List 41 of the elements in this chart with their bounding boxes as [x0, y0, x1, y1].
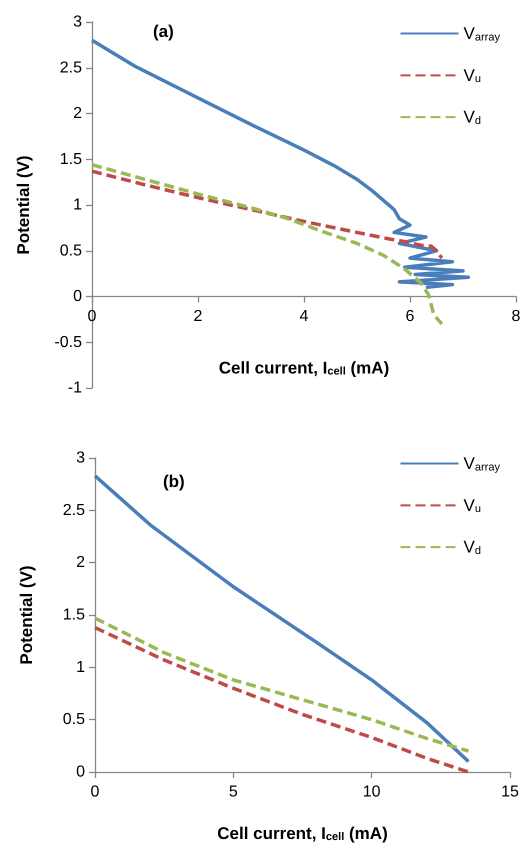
x-axis-title: Cell current, Icell (mA) — [218, 358, 390, 378]
y-tick-label: 2.5 — [60, 59, 82, 76]
y-tick-label: -0.5 — [54, 334, 82, 351]
text: (b) — [163, 472, 185, 491]
y-axis-title: Potential (V) — [17, 565, 36, 665]
x-tick-label: 8 — [512, 308, 521, 325]
legend-label: Varray — [463, 454, 500, 474]
y-tick-label: 1.5 — [60, 150, 82, 168]
y-tick-label: 0.5 — [60, 242, 82, 260]
y-tick-label: 0 — [73, 288, 82, 305]
y-axis-title: Potential (V) — [14, 155, 33, 255]
y-tick-label: 0.5 — [62, 711, 86, 728]
x-axis-title: Cell current, Icell (mA) — [217, 824, 388, 844]
y-tick-label: 2 — [73, 105, 82, 122]
legend-label: Vd — [463, 538, 481, 557]
chart-title: (a) — [153, 22, 174, 41]
y-tick-label: 1.5 — [62, 606, 86, 624]
line-series — [93, 626, 470, 774]
y-tick-label: 1 — [76, 658, 86, 676]
x-tick-label: 15 — [501, 784, 519, 800]
x-tick-label: 0 — [90, 784, 100, 800]
y-tick-label: 3 — [76, 450, 86, 466]
y-tick-label: 1 — [73, 196, 82, 214]
x-tick-label: 6 — [406, 308, 415, 325]
x-tick-label: 10 — [362, 784, 381, 800]
line-series — [90, 162, 444, 326]
y-tick-label: 0 — [76, 764, 86, 780]
legend-label: Vd — [463, 108, 481, 127]
y-tick-label: 3 — [73, 14, 82, 30]
y-tick-label: -1 — [68, 380, 82, 396]
y-tick-label: 2 — [76, 554, 86, 572]
legend-label: Vu — [463, 66, 481, 86]
line-series — [93, 616, 470, 753]
line-series — [90, 169, 444, 260]
y-tick-label: 2.5 — [62, 502, 86, 519]
legend-label: Vu — [463, 496, 481, 516]
x-tick-label: 2 — [194, 308, 203, 325]
legend-label: Varray — [463, 24, 500, 44]
x-tick-label: 5 — [228, 784, 238, 800]
x-tick-label: 0 — [88, 308, 97, 325]
x-tick-label: 4 — [300, 308, 309, 325]
